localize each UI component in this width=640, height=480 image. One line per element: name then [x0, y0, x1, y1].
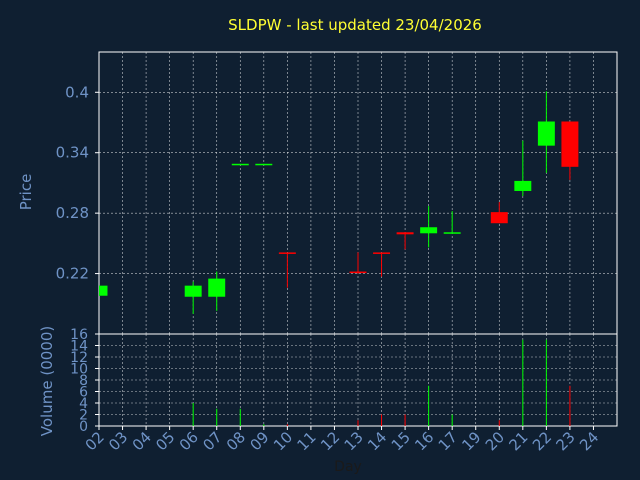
candle-body — [99, 285, 108, 296]
candle — [420, 206, 438, 248]
candle — [349, 252, 367, 274]
x-tick-label: 03 — [105, 428, 131, 454]
x-tick-label: 06 — [176, 428, 202, 454]
candle-body — [490, 212, 508, 224]
candle — [278, 252, 296, 288]
x-tick-label: 20 — [482, 428, 508, 454]
price-tick-label: 0.22 — [56, 265, 89, 283]
x-tick-label: 10 — [270, 428, 296, 454]
candle-body — [537, 121, 555, 146]
x-tick-label: 07 — [199, 428, 225, 454]
candle-body — [514, 180, 532, 191]
candle-body — [373, 252, 391, 254]
x-tick-label: 12 — [317, 428, 343, 454]
candle — [99, 285, 108, 296]
price-tick-label: 0.4 — [65, 83, 89, 101]
candle — [184, 281, 202, 314]
volume-tick-label: 4 — [79, 396, 88, 412]
x-tick-label: 22 — [529, 428, 555, 454]
volume-tick-label: 12 — [70, 350, 88, 366]
x-tick-label: 16 — [411, 428, 437, 454]
volume-tick-label: 10 — [70, 362, 88, 378]
candle — [537, 91, 555, 173]
candle-body — [255, 163, 273, 166]
x-tick-label: 04 — [129, 428, 155, 454]
candle — [208, 271, 226, 311]
volume-tick-label: 6 — [79, 385, 88, 401]
x-tick-label: 24 — [576, 428, 602, 454]
candle-body — [231, 163, 249, 166]
x-axis-label: Day — [334, 459, 362, 475]
x-tick-label: 09 — [246, 428, 272, 454]
candle — [373, 252, 391, 277]
x-tick-label: 21 — [505, 428, 531, 454]
volume-tick-label: 14 — [70, 339, 88, 355]
candle-body — [349, 271, 367, 274]
volume-tick-label: 0 — [79, 419, 88, 435]
candle — [514, 140, 532, 197]
x-tick-label: 23 — [553, 428, 579, 454]
price-tick-label: 0.28 — [56, 204, 89, 222]
x-tick-label: 19 — [458, 428, 484, 454]
volume-tick-label: 8 — [79, 373, 88, 389]
candle — [255, 163, 273, 166]
candle-body — [396, 232, 414, 235]
candle-body — [443, 232, 461, 234]
x-tick-label: 11 — [294, 428, 320, 454]
x-tick-label: 08 — [223, 428, 249, 454]
x-tick-label: 14 — [364, 428, 390, 454]
price-tick-label: 0.34 — [56, 144, 89, 162]
volume-axis-label: Volume (0000) — [38, 326, 56, 436]
candle-body — [278, 252, 296, 254]
x-tick-label: 15 — [388, 428, 414, 454]
x-tick-label: 13 — [341, 428, 367, 454]
candle — [231, 163, 249, 166]
volume-tick-label: 16 — [70, 327, 88, 343]
price-panel: 0.22 0.28 0.34 0.4 — [56, 51, 618, 335]
x-tick-label: 05 — [152, 428, 178, 454]
candle-body — [561, 121, 579, 167]
x-axis: 0203040506070809101112131415161719202122… — [82, 426, 602, 454]
candle — [561, 121, 579, 180]
candle — [490, 202, 508, 224]
x-tick-label: 17 — [435, 428, 461, 454]
candle-body — [420, 227, 438, 234]
candle — [396, 232, 414, 250]
chart-title: SLDPW - last updated 23/04/2026 — [228, 16, 482, 34]
price-axis-label: Price — [17, 174, 35, 211]
candle — [443, 211, 461, 234]
candle-body — [208, 278, 226, 297]
volume-tick-label: 2 — [79, 408, 88, 424]
candle-body — [184, 285, 202, 297]
